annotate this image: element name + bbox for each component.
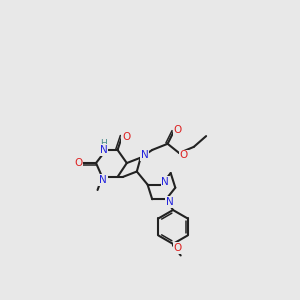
Text: O: O [173,243,182,253]
Text: N: N [100,145,108,155]
Text: N: N [166,197,174,207]
Text: H: H [100,139,107,148]
Text: O: O [180,150,188,160]
Text: O: O [173,125,182,135]
Text: O: O [122,132,130,142]
Text: N: N [141,150,148,160]
Text: N: N [161,176,169,187]
Text: N: N [99,175,107,185]
Text: O: O [74,158,82,168]
